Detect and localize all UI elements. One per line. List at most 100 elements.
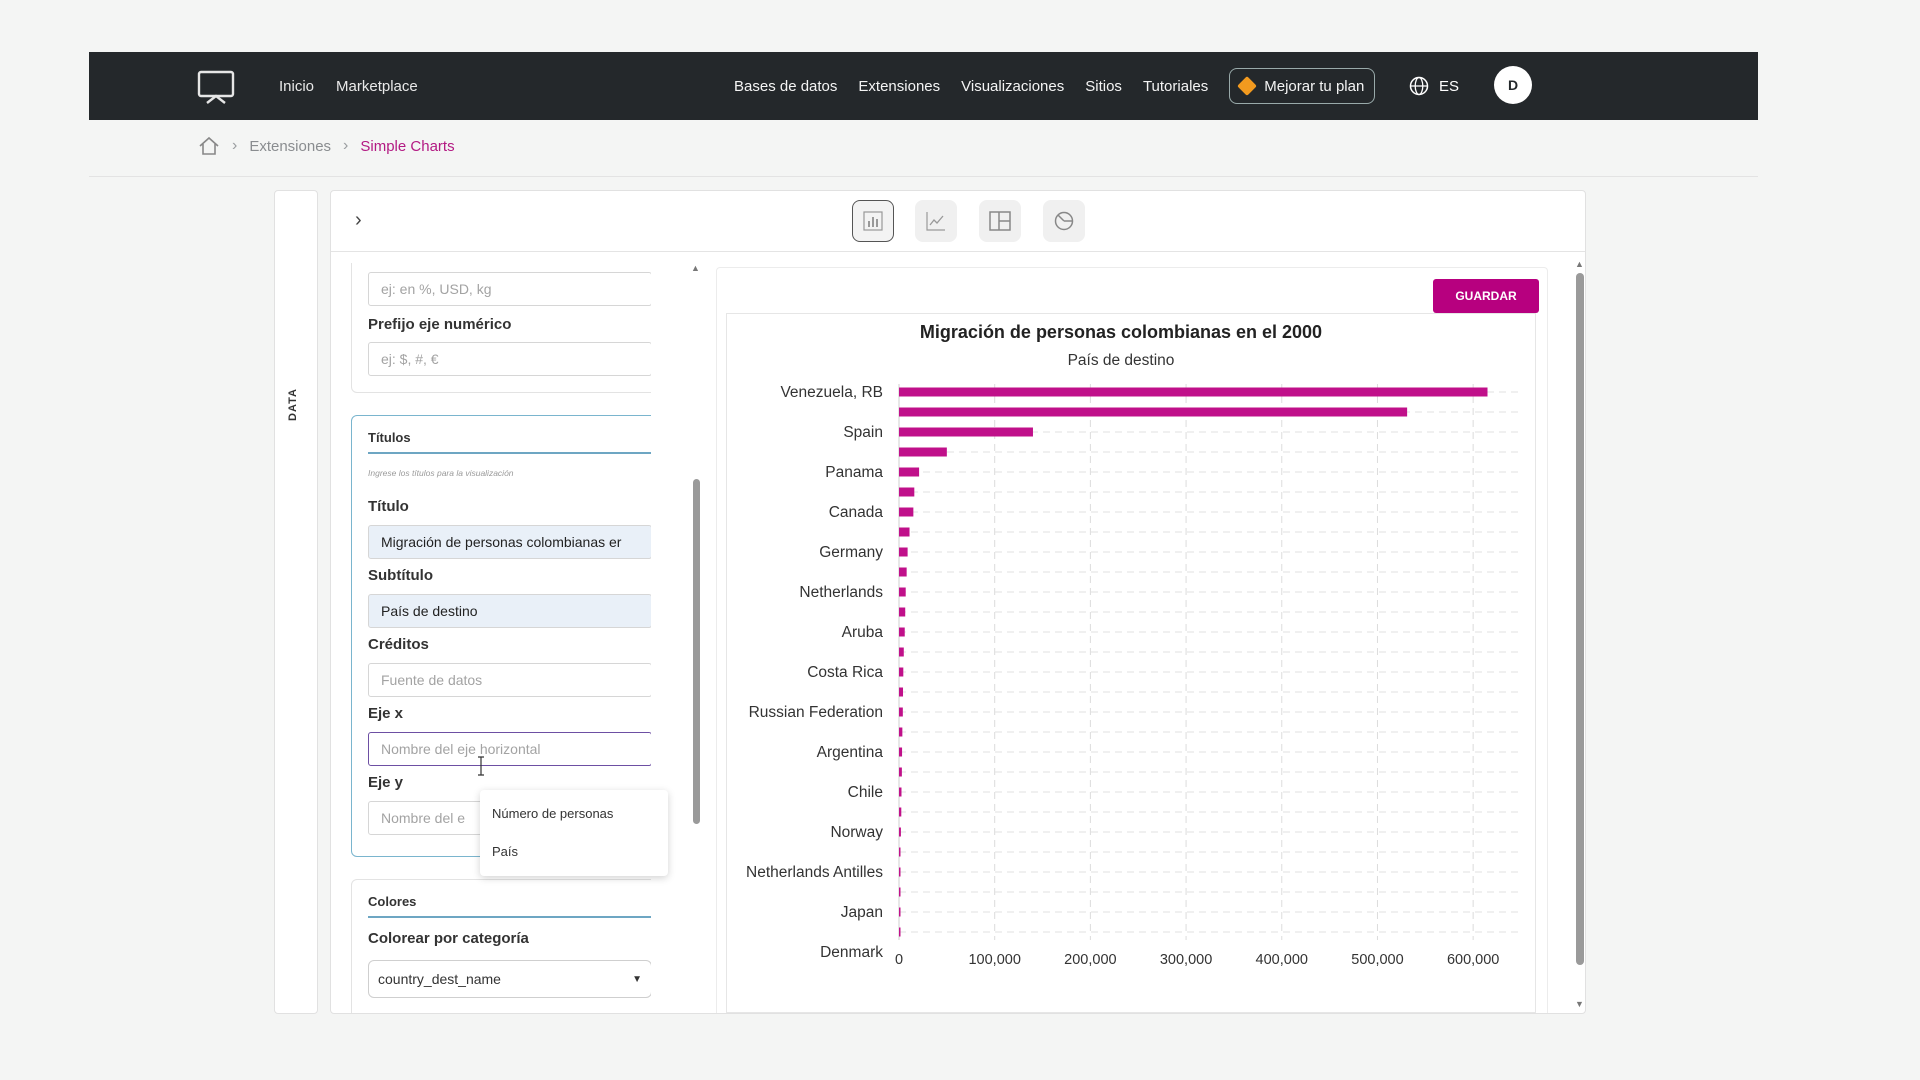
title-input[interactable]: Migración de personas colombianas er [368, 525, 651, 559]
top-navbar: Inicio Marketplace Bases de datos Extens… [89, 52, 1758, 120]
preview-scroll-thumb[interactable] [1576, 273, 1584, 965]
user-avatar[interactable]: D [1494, 66, 1532, 104]
title-label: Título [368, 498, 409, 515]
data-side-tab[interactable]: DATA [274, 190, 318, 1014]
bar [899, 827, 901, 837]
line-chart-type-button[interactable] [915, 200, 957, 242]
bar [899, 387, 1488, 397]
treemap-type-button[interactable] [979, 200, 1021, 242]
bar [899, 927, 901, 937]
form-column: ej: en %, USD, kg Prefijo eje numérico e… [351, 263, 651, 1013]
chevron-right-icon: › [232, 137, 238, 154]
y-category-label: Costa Rica [807, 664, 883, 681]
bar [899, 567, 907, 577]
nav-marketplace[interactable]: Marketplace [336, 77, 418, 95]
x-axis-label: Eje x [368, 705, 404, 722]
breadcrumb-extensiones[interactable]: Extensiones [249, 137, 332, 155]
chart-title: Migración de personas colombianas en el … [920, 322, 1322, 342]
globe-icon [1409, 76, 1429, 96]
bar [899, 407, 1408, 417]
nav-left: Inicio Marketplace [279, 52, 418, 120]
app-logo-icon[interactable] [197, 70, 237, 104]
bar [899, 807, 902, 817]
upgrade-plan-button[interactable]: Mejorar tu plan [1229, 68, 1376, 104]
y-category-label: Chile [848, 784, 883, 801]
breadcrumb: › Extensiones › Simple Charts [198, 136, 455, 156]
bar-chart-type-button[interactable] [852, 200, 894, 242]
y-category-label: Russian Federation [749, 704, 883, 721]
home-icon[interactable] [198, 136, 220, 156]
y-category-label: Netherlands [799, 584, 883, 601]
x-tick-label: 300,000 [1160, 952, 1212, 968]
titles-card: Títulos Ingrese los títulos para la visu… [351, 415, 651, 857]
bar [899, 647, 904, 657]
preview-scrollbar[interactable]: ▲ ▼ [1573, 259, 1585, 1011]
bar [899, 607, 906, 617]
bar [899, 547, 908, 557]
editor-panel: › ej: [330, 190, 1586, 1014]
y-category-label: Spain [843, 424, 883, 441]
language-selector[interactable]: ES [1409, 52, 1459, 120]
bar [899, 727, 903, 737]
nav-inicio[interactable]: Inicio [279, 77, 315, 95]
bar [899, 667, 904, 677]
bar [899, 587, 906, 597]
y-category-label: Argentina [817, 744, 884, 761]
bar [899, 787, 902, 797]
chart-container: Migración de personas colombianas en el … [726, 313, 1536, 1013]
bar [899, 747, 903, 757]
color-by-category-label: Colorear por categoría [368, 930, 529, 947]
x-tick-label: 0 [895, 952, 903, 968]
subtitle-input[interactable]: País de destino [368, 594, 651, 628]
subtitle-label: Subtítulo [368, 567, 433, 584]
bar [899, 767, 902, 777]
bar-chart: Migración de personas colombianas en el … [746, 322, 1521, 968]
bar [899, 487, 915, 497]
suffix-input[interactable]: ej: en %, USD, kg [368, 272, 651, 306]
form-scrollbar[interactable]: ▲ [691, 263, 701, 1009]
nav-extensiones[interactable]: Extensiones [858, 77, 941, 95]
y-category-label: Netherlands Antilles [746, 864, 883, 881]
credits-input[interactable]: Fuente de datos [368, 663, 651, 697]
nav-center: Bases de datos Extensiones Visualizacion… [734, 52, 1376, 120]
chart-preview-area [716, 267, 1548, 1013]
scroll-up-icon[interactable]: ▲ [1575, 259, 1584, 269]
bar [899, 867, 901, 877]
line-chart-icon [926, 212, 945, 231]
scroll-up-icon[interactable]: ▲ [691, 263, 700, 273]
x-tick-label: 200,000 [1064, 952, 1116, 968]
bar [899, 687, 904, 697]
dropdown-option-numero-de-personas[interactable]: Número de personas [492, 806, 614, 821]
colors-underline [368, 916, 651, 918]
nav-bases-de-datos[interactable]: Bases de datos [734, 77, 838, 95]
nav-sitios[interactable]: Sitios [1085, 77, 1122, 95]
axis-suggestions-dropdown: Número de personas País [480, 790, 668, 876]
color-category-select[interactable]: country_dest_name ▼ [368, 960, 651, 998]
nav-tutoriales[interactable]: Tutoriales [1142, 77, 1209, 95]
bar [899, 907, 901, 917]
x-tick-label: 600,000 [1447, 952, 1499, 968]
pie-chart-icon [1054, 211, 1074, 231]
scroll-down-icon[interactable]: ▼ [1575, 999, 1584, 1009]
pie-chart-type-button[interactable] [1043, 200, 1085, 242]
colors-heading: Colores [368, 894, 417, 909]
bar [899, 627, 905, 637]
divider [89, 176, 1758, 177]
x-tick-label: 400,000 [1256, 952, 1308, 968]
dropdown-option-pais[interactable]: País [492, 844, 519, 859]
chevron-right-icon[interactable]: › [355, 209, 362, 231]
treemap-icon [989, 211, 1011, 231]
titles-hint: Ingrese los títulos para la visualizació… [368, 468, 514, 478]
save-button[interactable]: GUARDAR [1433, 279, 1539, 313]
credits-label: Créditos [368, 636, 429, 653]
y-category-label: Canada [829, 504, 884, 521]
form-scroll-thumb[interactable] [693, 479, 700, 824]
x-tick-label: 500,000 [1351, 952, 1403, 968]
x-axis-input[interactable]: Nombre del eje horizontal [368, 732, 651, 766]
chart-subtitle: País de destino [1068, 352, 1175, 369]
text-cursor-icon [478, 756, 484, 776]
prefix-label: Prefijo eje numérico [368, 316, 512, 333]
nav-visualizaciones[interactable]: Visualizaciones [961, 77, 1065, 95]
prefix-input[interactable]: ej: $, #, € [368, 342, 651, 376]
bar [899, 507, 914, 517]
